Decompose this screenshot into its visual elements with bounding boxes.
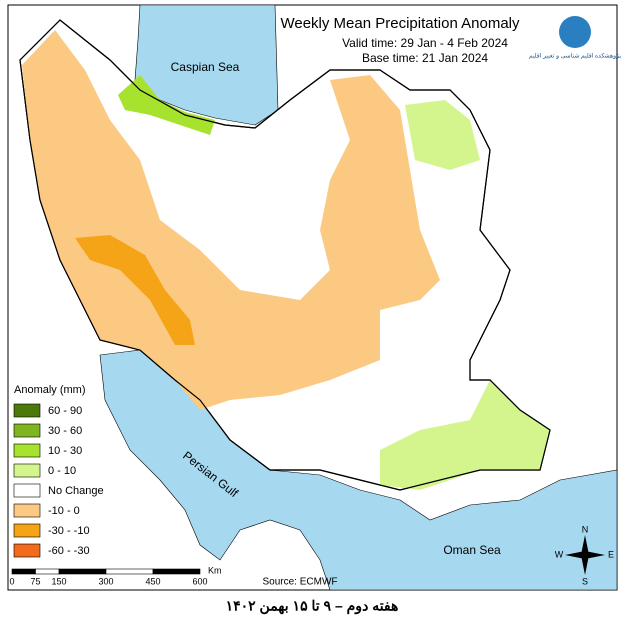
legend-title: Anomaly (mm)	[14, 384, 86, 396]
dry-area	[22, 30, 440, 410]
base-time: Base time: 21 Jan 2024	[362, 51, 488, 65]
legend-swatch	[13, 443, 41, 458]
scale-unit: Km	[208, 565, 222, 575]
legend-label: -10 - 0	[48, 505, 80, 517]
compass-w: W	[555, 549, 564, 559]
sea-label: Caspian Sea	[171, 60, 240, 74]
legend-swatch	[13, 503, 41, 518]
legend: Anomaly (mm) 60 - 90 30 - 60 10 - 30 0 - 10…	[10, 380, 104, 565]
legend-label: No Change	[48, 485, 104, 497]
source: Source: ECMWF	[262, 577, 337, 588]
border	[19, 19, 551, 491]
logo	[559, 16, 591, 48]
scale-segment	[152, 568, 201, 575]
scale-label: 0	[9, 576, 14, 586]
wet-area	[405, 100, 480, 170]
legend-swatch	[13, 483, 41, 498]
caspian-sea	[134, 4, 279, 126]
scale-label: 300	[98, 576, 113, 586]
scale-label: 150	[51, 576, 66, 586]
scale-segment	[35, 568, 60, 575]
compass-rose	[565, 535, 605, 575]
valid-time: Valid time: 29 Jan - 4 Feb 2024	[342, 36, 508, 50]
legend-label: -60 - -30	[48, 545, 90, 557]
compass-s: S	[582, 576, 588, 586]
scale-segment	[11, 568, 36, 575]
compass: N E S W	[555, 524, 614, 586]
scale-segment	[58, 568, 107, 575]
legend-swatch	[13, 543, 41, 558]
legend-label: -30 - -10	[48, 525, 90, 537]
compass-e: E	[608, 549, 614, 559]
scale-label: 450	[145, 576, 160, 586]
wet-area	[380, 380, 550, 490]
compass-n: N	[582, 524, 589, 534]
legend-label: 0 - 10	[48, 465, 76, 477]
scale-label: 600	[192, 576, 207, 586]
scale-label: 75	[30, 576, 40, 586]
title: Weekly Mean Precipitation Anomaly	[280, 15, 520, 32]
caption: هفته دوم – ۹ تا ۱۵ بهمن ۱۴۰۲	[226, 598, 399, 615]
legend-label: 30 - 60	[48, 425, 82, 437]
legend-swatch	[13, 523, 41, 538]
legend-swatch	[13, 463, 41, 478]
legend-swatch	[13, 423, 41, 438]
legend-swatch	[13, 403, 41, 418]
sea-label: Oman Sea	[443, 543, 501, 557]
dry-area-strong	[75, 235, 195, 345]
legend-label: 60 - 90	[48, 405, 82, 417]
scale-segment	[105, 568, 154, 575]
logo-text: پژوهشکده اقلیم شناسی و تغییر اقلیم	[529, 53, 621, 60]
legend-label: 10 - 30	[48, 445, 82, 457]
